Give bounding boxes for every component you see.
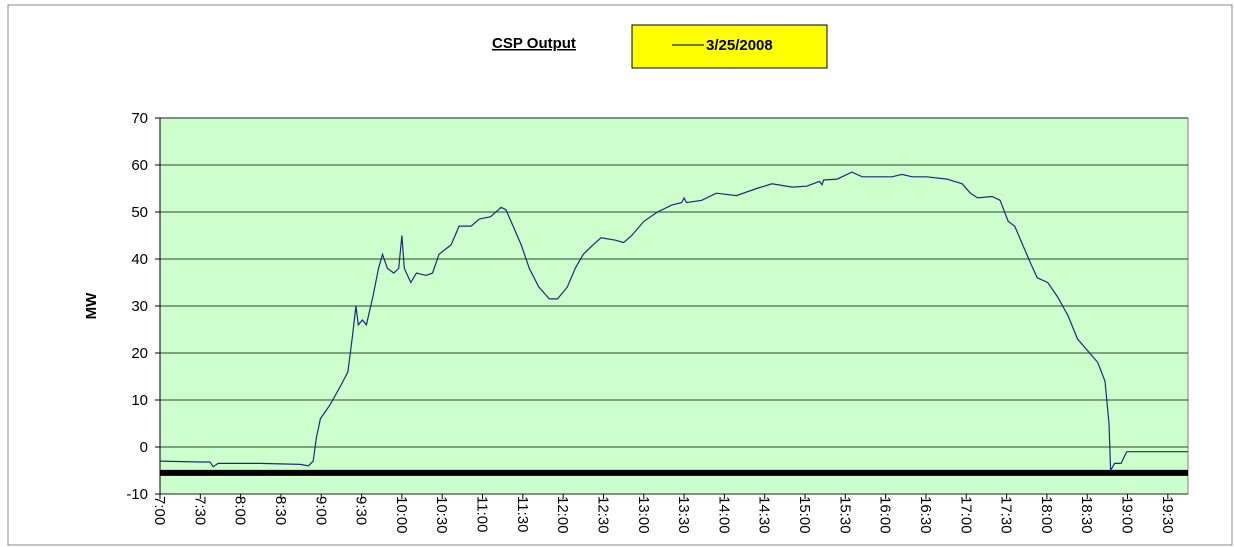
x-tick-label: 10:00 (393, 496, 410, 534)
x-tick-label: 19:30 (1159, 496, 1176, 534)
y-tick-label: 0 (140, 439, 148, 456)
y-tick-label: 20 (131, 345, 148, 362)
x-tick-label: 11:30 (514, 496, 531, 532)
y-tick-label: 40 (131, 251, 148, 268)
y-tick-label: 70 (131, 110, 148, 127)
x-tick-label: 15:00 (796, 496, 813, 534)
x-tick-label: 18:30 (1078, 496, 1095, 534)
y-tick-label: 50 (131, 204, 148, 221)
x-tick-label: 8:00 (232, 496, 249, 525)
y-axis-label: MW (83, 292, 100, 319)
x-tick-label: 17:30 (998, 496, 1015, 534)
legend-label: 3/25/2008 (706, 37, 773, 54)
x-tick-label: 13:30 (675, 496, 692, 534)
x-tick-label: 8:30 (272, 496, 289, 525)
x-tick-label: 12:00 (554, 496, 571, 534)
legend-box (631, 24, 828, 69)
y-tick-label: 30 (131, 298, 148, 315)
y-tick-label: 10 (131, 392, 148, 409)
x-tick-label: 9:30 (353, 496, 370, 525)
y-tick-label: -10 (126, 486, 148, 503)
x-tick-label: 12:30 (594, 496, 611, 534)
x-tick-label: 17:00 (957, 496, 974, 534)
x-tick-label: 14:00 (715, 496, 732, 534)
chart-title: CSP Output (492, 35, 576, 52)
x-tick-label: 16:30 (917, 496, 934, 534)
x-tick-label: 18:00 (1038, 496, 1055, 534)
x-tick-label: 11:00 (474, 496, 491, 532)
x-tick-label: 9:00 (312, 496, 329, 525)
y-tick-label: 60 (131, 157, 148, 174)
x-tick-label: 19:00 (1119, 496, 1136, 534)
data-line (159, 171, 1188, 473)
x-tick-label: 7:00 (151, 496, 168, 525)
x-tick-label: 13:00 (635, 496, 652, 534)
x-tick-label: 16:00 (877, 496, 894, 534)
x-tick-label: 14:30 (756, 496, 773, 534)
x-tick-label: 7:30 (191, 496, 208, 525)
x-tick-label: 15:30 (836, 496, 853, 534)
x-tick-label: 10:30 (433, 496, 450, 534)
